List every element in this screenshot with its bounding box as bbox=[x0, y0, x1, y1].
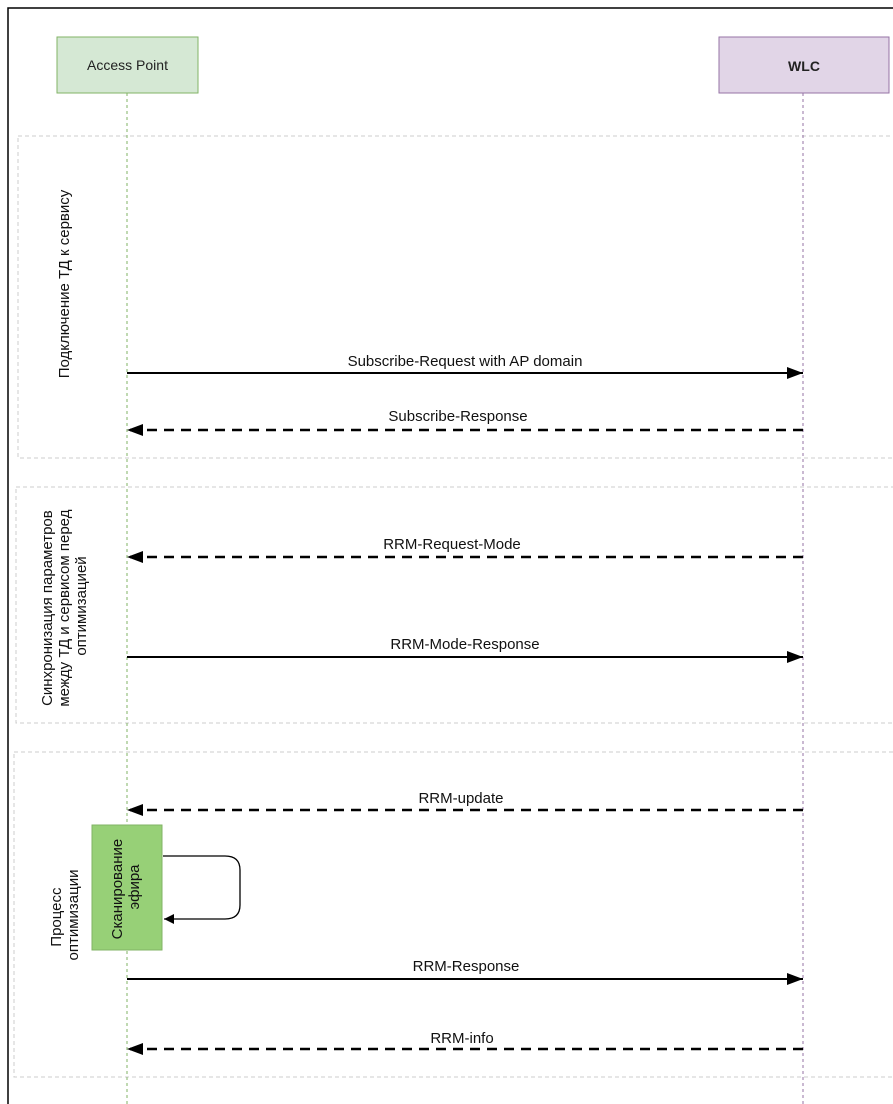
phase-label-optimize: Процесс оптимизации bbox=[48, 870, 82, 961]
message-label-rrm-response: RRM-Response bbox=[413, 958, 520, 975]
participant-box-wlc bbox=[718, 36, 890, 94]
phase-box-sync bbox=[15, 486, 893, 724]
phase-label-sync: Синхронизация параметров между ТД и серв… bbox=[39, 505, 90, 706]
message-label-rrm-update: RRM-update bbox=[418, 790, 503, 807]
message-label-rrm-request-mode: RRM-Request-Mode bbox=[383, 536, 521, 553]
participant-box-access-point bbox=[56, 36, 199, 94]
self-call-arrow bbox=[163, 855, 241, 924]
diagram-frame bbox=[7, 7, 893, 1104]
message-label-subscribe-response: Subscribe-Response bbox=[388, 408, 527, 425]
message-label-subscribe-request: Subscribe-Request with AP domain bbox=[348, 353, 583, 370]
phase-label-connect: Подключение ТД к сервису bbox=[56, 189, 73, 378]
activity-label-scanning: Сканирование эфира bbox=[109, 835, 143, 940]
participant-label-access-point: Access Point bbox=[87, 57, 168, 73]
participant-label-wlc: WLC bbox=[788, 58, 820, 74]
phase-box-optimize bbox=[13, 751, 893, 1078]
phase-box-connect bbox=[17, 135, 893, 459]
message-label-rrm-info: RRM-info bbox=[430, 1030, 493, 1047]
message-label-rrm-mode-response: RRM-Mode-Response bbox=[390, 636, 539, 653]
activity-box-scanning bbox=[91, 824, 163, 951]
